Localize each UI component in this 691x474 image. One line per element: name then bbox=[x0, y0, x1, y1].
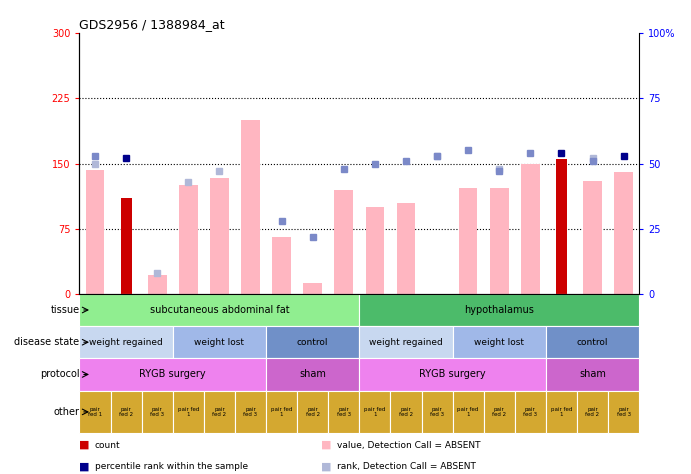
Text: weight lost: weight lost bbox=[474, 338, 524, 346]
Bar bbox=[266, 391, 297, 433]
Text: control: control bbox=[297, 338, 328, 346]
Bar bbox=[484, 391, 515, 433]
Text: sham: sham bbox=[579, 369, 606, 380]
Bar bbox=[359, 326, 453, 358]
Text: count: count bbox=[95, 441, 120, 449]
Text: pair
fed 2: pair fed 2 bbox=[119, 407, 133, 417]
Text: pair
fed 2: pair fed 2 bbox=[212, 407, 227, 417]
Bar bbox=[204, 391, 235, 433]
Text: weight regained: weight regained bbox=[89, 338, 163, 346]
Bar bbox=[173, 391, 204, 433]
Text: pair fed
1: pair fed 1 bbox=[551, 407, 572, 417]
Text: pair
fed 3: pair fed 3 bbox=[430, 407, 444, 417]
Bar bbox=[111, 391, 142, 433]
Text: ■: ■ bbox=[79, 440, 90, 450]
Text: weight lost: weight lost bbox=[194, 338, 245, 346]
Text: weight regained: weight regained bbox=[369, 338, 443, 346]
Bar bbox=[210, 178, 229, 294]
Text: ■: ■ bbox=[321, 461, 332, 472]
Bar bbox=[583, 181, 602, 294]
Bar bbox=[556, 159, 567, 294]
Bar bbox=[359, 358, 546, 391]
Bar bbox=[490, 188, 509, 294]
Bar bbox=[173, 326, 266, 358]
Bar bbox=[79, 294, 359, 326]
Bar bbox=[79, 326, 173, 358]
Text: control: control bbox=[577, 338, 608, 346]
Bar bbox=[79, 391, 111, 433]
Text: pair
fed 3: pair fed 3 bbox=[337, 407, 351, 417]
Text: pair fed
1: pair fed 1 bbox=[457, 407, 479, 417]
Text: RYGB surgery: RYGB surgery bbox=[419, 369, 486, 380]
Bar bbox=[359, 294, 639, 326]
Text: pair
fed 3: pair fed 3 bbox=[616, 407, 631, 417]
Bar bbox=[272, 237, 291, 294]
Bar bbox=[546, 358, 639, 391]
Bar bbox=[608, 391, 639, 433]
Text: pair fed
1: pair fed 1 bbox=[178, 407, 199, 417]
Bar bbox=[79, 358, 266, 391]
Bar bbox=[241, 120, 260, 294]
Bar bbox=[453, 391, 484, 433]
Text: ■: ■ bbox=[79, 461, 90, 472]
Bar bbox=[453, 326, 546, 358]
Bar bbox=[359, 391, 390, 433]
Text: pair
fed 1: pair fed 1 bbox=[88, 407, 102, 417]
Bar bbox=[328, 391, 359, 433]
Text: pair
fed 3: pair fed 3 bbox=[150, 407, 164, 417]
Bar bbox=[546, 391, 577, 433]
Bar bbox=[266, 358, 359, 391]
Text: pair
fed 3: pair fed 3 bbox=[523, 407, 538, 417]
Bar bbox=[577, 391, 608, 433]
Text: ■: ■ bbox=[321, 440, 332, 450]
Text: protocol: protocol bbox=[40, 369, 79, 380]
Text: GDS2956 / 1388984_at: GDS2956 / 1388984_at bbox=[79, 18, 225, 31]
Text: tissue: tissue bbox=[50, 305, 79, 315]
Bar bbox=[266, 326, 359, 358]
Text: RYGB surgery: RYGB surgery bbox=[140, 369, 206, 380]
Bar bbox=[334, 190, 353, 294]
Bar bbox=[521, 164, 540, 294]
Bar bbox=[390, 391, 422, 433]
Bar bbox=[303, 283, 322, 294]
Bar bbox=[121, 198, 131, 294]
Text: pair
fed 2: pair fed 2 bbox=[305, 407, 320, 417]
Bar bbox=[546, 326, 639, 358]
Bar bbox=[614, 172, 633, 294]
Text: pair
fed 3: pair fed 3 bbox=[243, 407, 258, 417]
Text: other: other bbox=[53, 407, 79, 417]
Text: sham: sham bbox=[299, 369, 326, 380]
Text: pair
fed 2: pair fed 2 bbox=[585, 407, 600, 417]
Text: pair fed
1: pair fed 1 bbox=[271, 407, 292, 417]
Text: value, Detection Call = ABSENT: value, Detection Call = ABSENT bbox=[337, 441, 480, 449]
Bar bbox=[297, 391, 328, 433]
Bar bbox=[86, 170, 104, 294]
Text: pair
fed 2: pair fed 2 bbox=[399, 407, 413, 417]
Bar bbox=[148, 275, 167, 294]
Text: subcutaneous abdominal fat: subcutaneous abdominal fat bbox=[149, 305, 290, 315]
Text: pair
fed 2: pair fed 2 bbox=[492, 407, 507, 417]
Text: hypothalamus: hypothalamus bbox=[464, 305, 534, 315]
Bar bbox=[459, 188, 477, 294]
Text: percentile rank within the sample: percentile rank within the sample bbox=[95, 462, 248, 471]
Bar bbox=[142, 391, 173, 433]
Bar bbox=[179, 185, 198, 294]
Bar bbox=[366, 207, 384, 294]
Text: disease state: disease state bbox=[15, 337, 79, 347]
Bar bbox=[397, 203, 415, 294]
Bar bbox=[235, 391, 266, 433]
Text: pair fed
1: pair fed 1 bbox=[364, 407, 386, 417]
Bar bbox=[515, 391, 546, 433]
Bar bbox=[422, 391, 453, 433]
Text: rank, Detection Call = ABSENT: rank, Detection Call = ABSENT bbox=[337, 462, 475, 471]
